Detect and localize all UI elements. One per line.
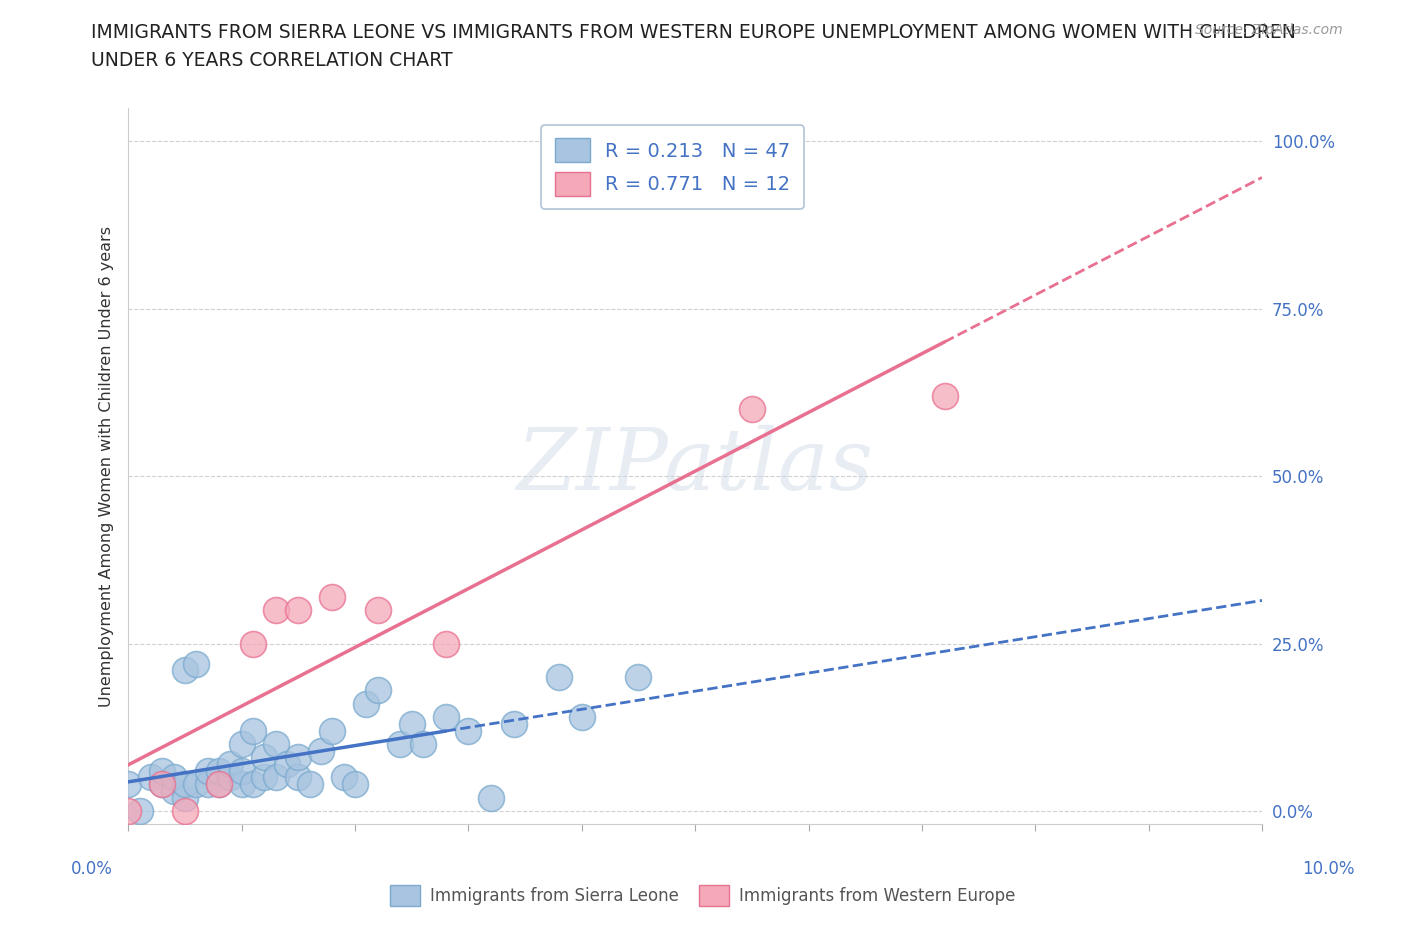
Point [242, 636, 264, 651]
Point [174, 804, 197, 818]
Point [174, 777, 197, 791]
Point [741, 402, 763, 417]
Point [253, 750, 276, 764]
Point [264, 603, 287, 618]
Text: IMMIGRANTS FROM SIERRA LEONE VS IMMIGRANTS FROM WESTERN EUROPE UNEMPLOYMENT AMON: IMMIGRANTS FROM SIERRA LEONE VS IMMIGRAN… [91, 23, 1296, 42]
Point [242, 724, 264, 738]
Point [162, 783, 184, 798]
Point [186, 777, 208, 791]
Point [150, 777, 173, 791]
Point [321, 724, 343, 738]
Point [208, 777, 231, 791]
Point [332, 770, 354, 785]
Point [174, 790, 197, 805]
Point [253, 770, 276, 785]
Point [276, 757, 298, 772]
Point [264, 770, 287, 785]
Point [197, 764, 219, 778]
Point [219, 757, 242, 772]
Point [627, 670, 650, 684]
Point [186, 657, 208, 671]
Point [343, 777, 366, 791]
Point [128, 804, 150, 818]
Point [309, 743, 332, 758]
Point [139, 770, 162, 785]
Point [117, 777, 139, 791]
Text: UNDER 6 YEARS CORRELATION CHART: UNDER 6 YEARS CORRELATION CHART [91, 51, 453, 70]
Point [117, 804, 139, 818]
Text: 10.0%: 10.0% [1302, 860, 1355, 878]
Point [150, 777, 173, 791]
Point [548, 670, 571, 684]
Point [287, 750, 309, 764]
Point [321, 590, 343, 604]
Point [571, 710, 593, 724]
Point [356, 697, 378, 711]
Text: ZIPatlas: ZIPatlas [516, 425, 873, 508]
Y-axis label: Unemployment Among Women with Children Under 6 years: Unemployment Among Women with Children U… [100, 226, 114, 707]
Point [287, 603, 309, 618]
Point [174, 663, 197, 678]
Point [231, 737, 253, 751]
Point [242, 777, 264, 791]
Point [287, 770, 309, 785]
Point [457, 724, 479, 738]
Point [434, 636, 457, 651]
Point [389, 737, 412, 751]
Point [401, 716, 423, 731]
Text: Source: ZipAtlas.com: Source: ZipAtlas.com [1195, 23, 1343, 37]
Point [367, 603, 389, 618]
Text: 0.0%: 0.0% [70, 860, 112, 878]
Point [502, 716, 524, 731]
Point [231, 764, 253, 778]
Point [367, 683, 389, 698]
Legend: Immigrants from Sierra Leone, Immigrants from Western Europe: Immigrants from Sierra Leone, Immigrants… [384, 879, 1022, 912]
Point [264, 737, 287, 751]
Point [434, 710, 457, 724]
Point [197, 777, 219, 791]
Point [208, 777, 231, 791]
Point [162, 770, 184, 785]
Legend: R = 0.213   N = 47, R = 0.771   N = 12: R = 0.213 N = 47, R = 0.771 N = 12 [541, 125, 804, 209]
Point [150, 764, 173, 778]
Point [479, 790, 502, 805]
Point [934, 389, 956, 404]
Point [298, 777, 321, 791]
Point [208, 764, 231, 778]
Point [219, 770, 242, 785]
Point [412, 737, 434, 751]
Point [231, 777, 253, 791]
